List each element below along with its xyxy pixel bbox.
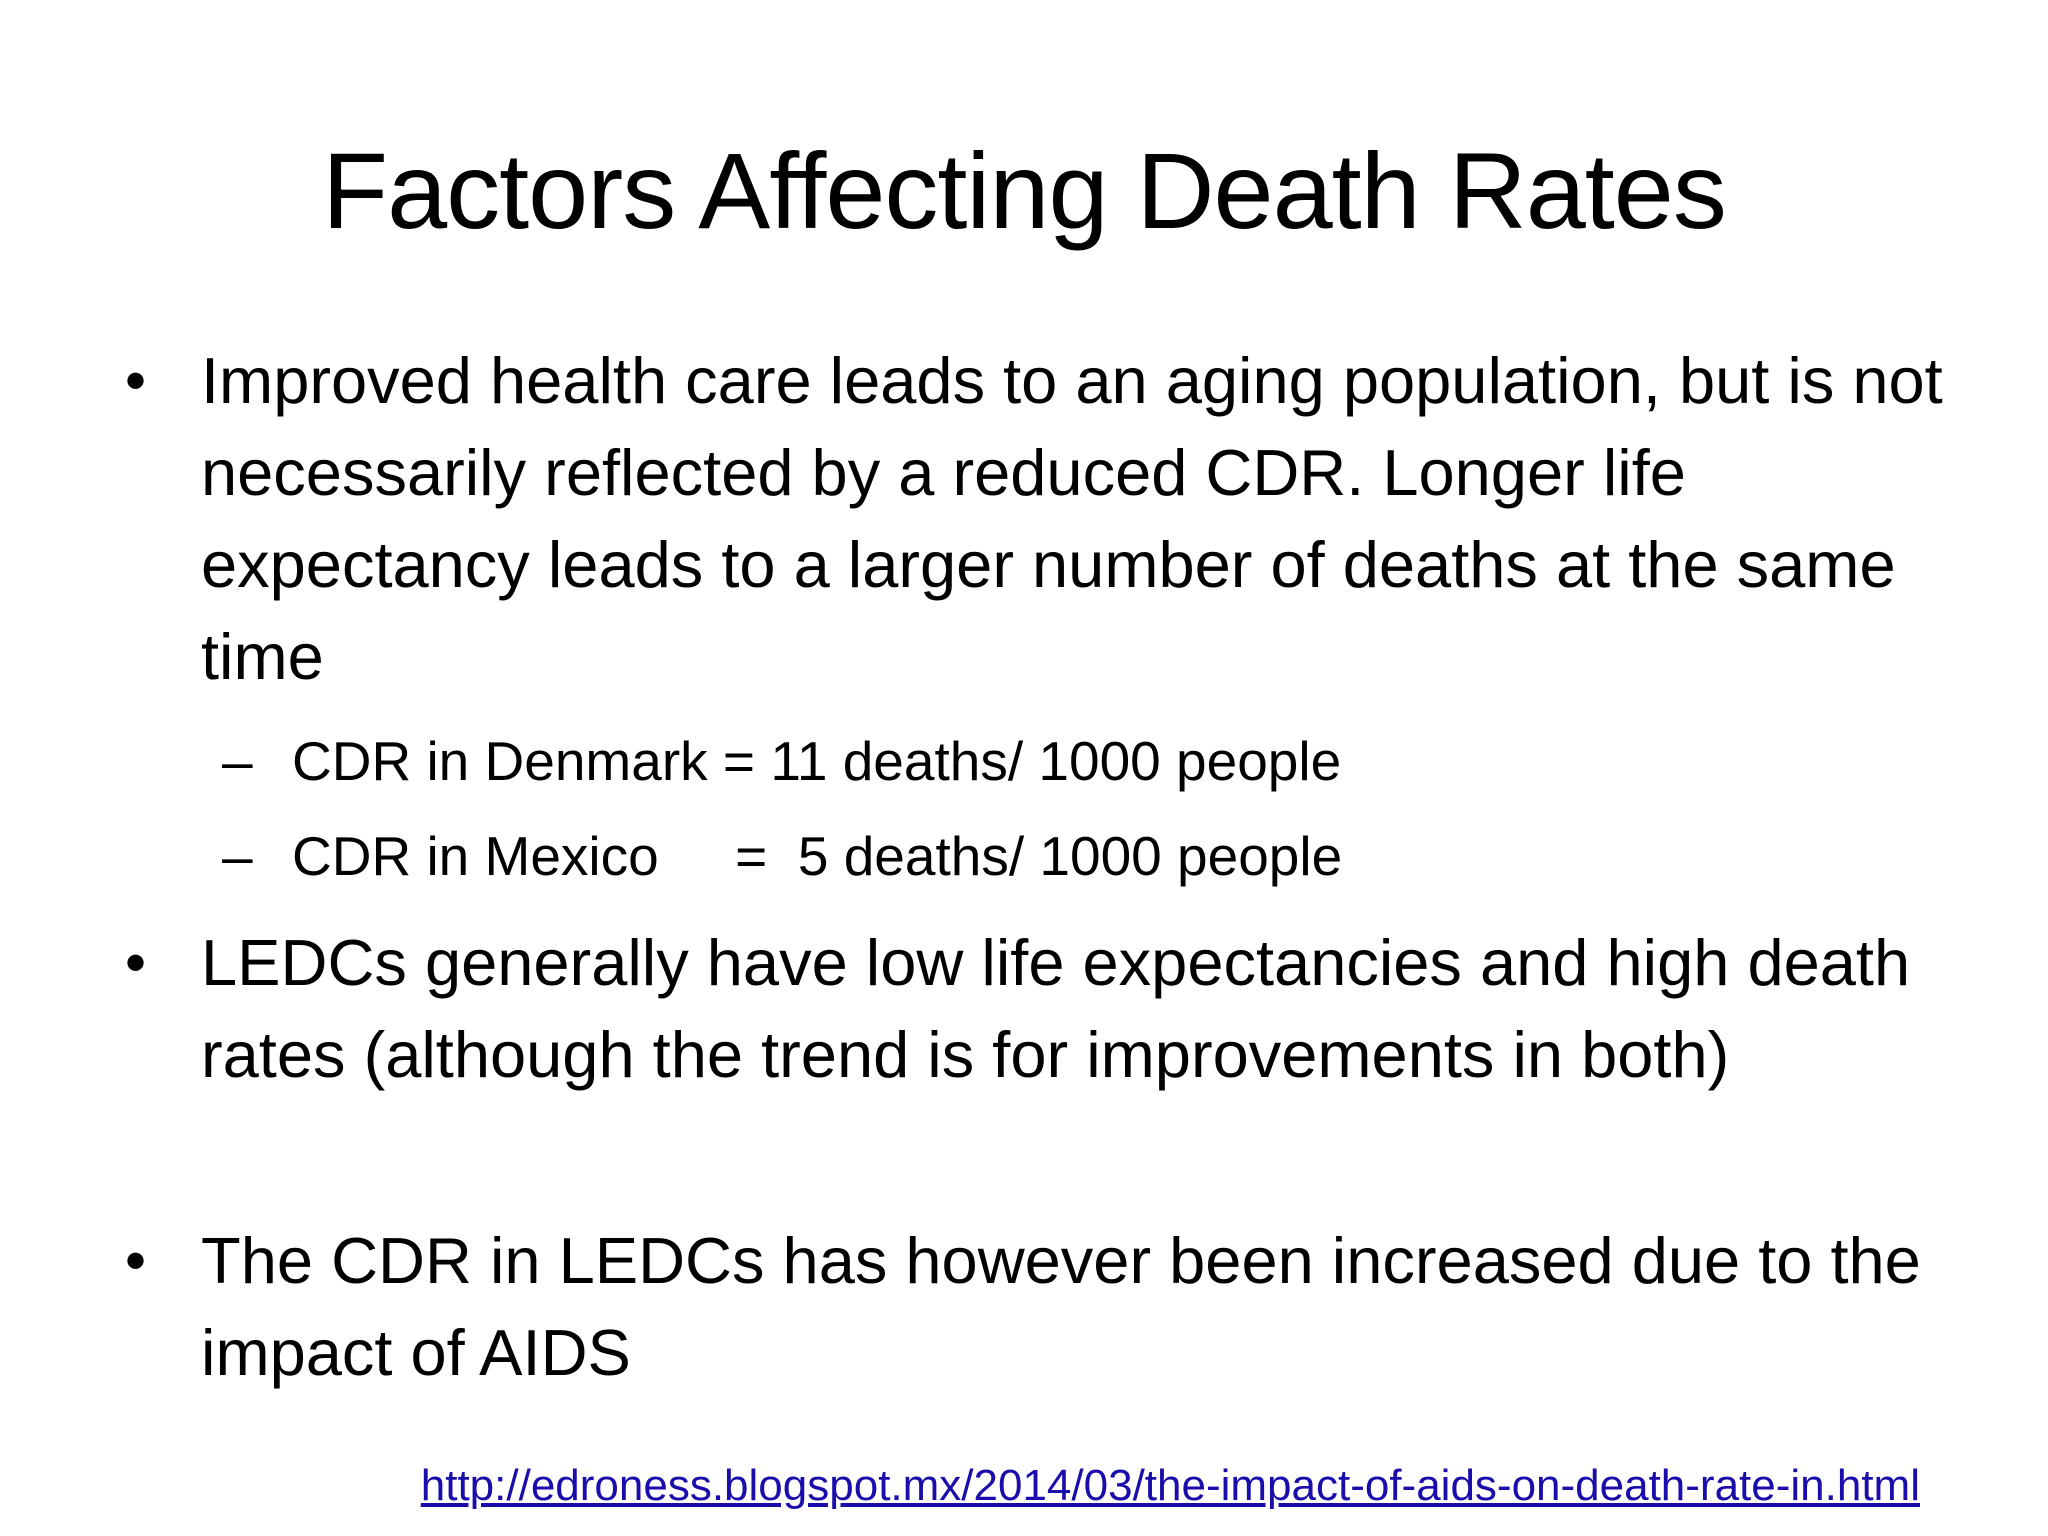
sub-bullet-text: CDR in Mexico = 5 deaths/ 1000 people — [292, 825, 1343, 887]
bullet-text: Improved health care leads to an aging p… — [201, 344, 1943, 693]
sub-bullet-text: CDR in Denmark = 11 deaths/ 1000 people — [292, 730, 1342, 792]
bullet-marker: • — [125, 1227, 147, 1294]
bullet-item: • The CDR in LEDCs has however been incr… — [125, 1215, 1975, 1405]
bullet-item: • Improved health care leads to an aging… — [125, 335, 1975, 705]
slide-title: Factors Affecting Death Rates — [322, 130, 1727, 251]
source-link[interactable]: http://edroness.blogspot.mx/2014/03/the-… — [420, 1461, 1920, 1510]
bullet-marker: • — [125, 929, 147, 996]
bullet-item: • LEDCs generally have low life expectan… — [125, 917, 1975, 1197]
bullet-text: The CDR in LEDCs has however been increa… — [201, 1224, 1921, 1389]
sub-bullet-marker: – — [222, 825, 253, 887]
bullet-text: LEDCs generally have low life expectanci… — [201, 926, 1911, 1091]
bullet-marker: • — [125, 347, 147, 414]
sub-bullet-marker: – — [222, 730, 253, 792]
